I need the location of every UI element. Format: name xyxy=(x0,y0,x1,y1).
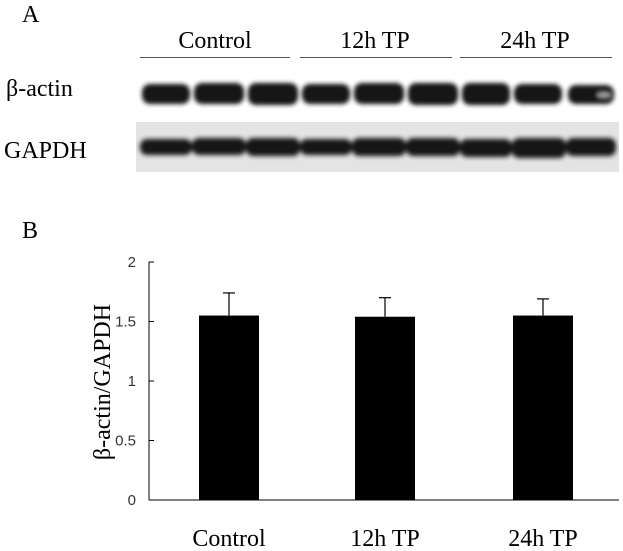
group-line-24h xyxy=(460,57,612,58)
x-category-label: Control xyxy=(192,526,266,551)
bar-control xyxy=(199,315,259,500)
row-label-gapdh: GAPDH xyxy=(4,138,87,164)
row-label-b-actin: β-actin xyxy=(6,76,73,102)
y-tick-label: 1 xyxy=(128,373,136,390)
western-blot-b-actin xyxy=(136,68,619,118)
group-label-control: Control xyxy=(178,28,252,54)
y-tick-label: 0 xyxy=(128,492,136,509)
y-tick-label: 2 xyxy=(128,254,136,271)
panel-b-letter: B xyxy=(22,218,39,244)
group-label-12h: 12h TP xyxy=(340,28,410,54)
y-axis-title: β-actin/GAPDH xyxy=(90,304,116,460)
panel-a-letter: A xyxy=(22,2,40,28)
group-line-12h xyxy=(300,57,452,58)
x-category-label: 24h TP xyxy=(508,526,578,551)
y-tick-label: 1.5 xyxy=(115,314,136,331)
group-line-control xyxy=(140,57,290,58)
x-category-label: 12h TP xyxy=(350,526,420,551)
group-label-24h: 24h TP xyxy=(500,28,570,54)
western-blot-gapdh xyxy=(136,122,619,172)
bar-12h-tp xyxy=(355,316,415,500)
bar-24h-tp xyxy=(513,315,573,500)
y-tick-label: 0.5 xyxy=(115,433,136,450)
